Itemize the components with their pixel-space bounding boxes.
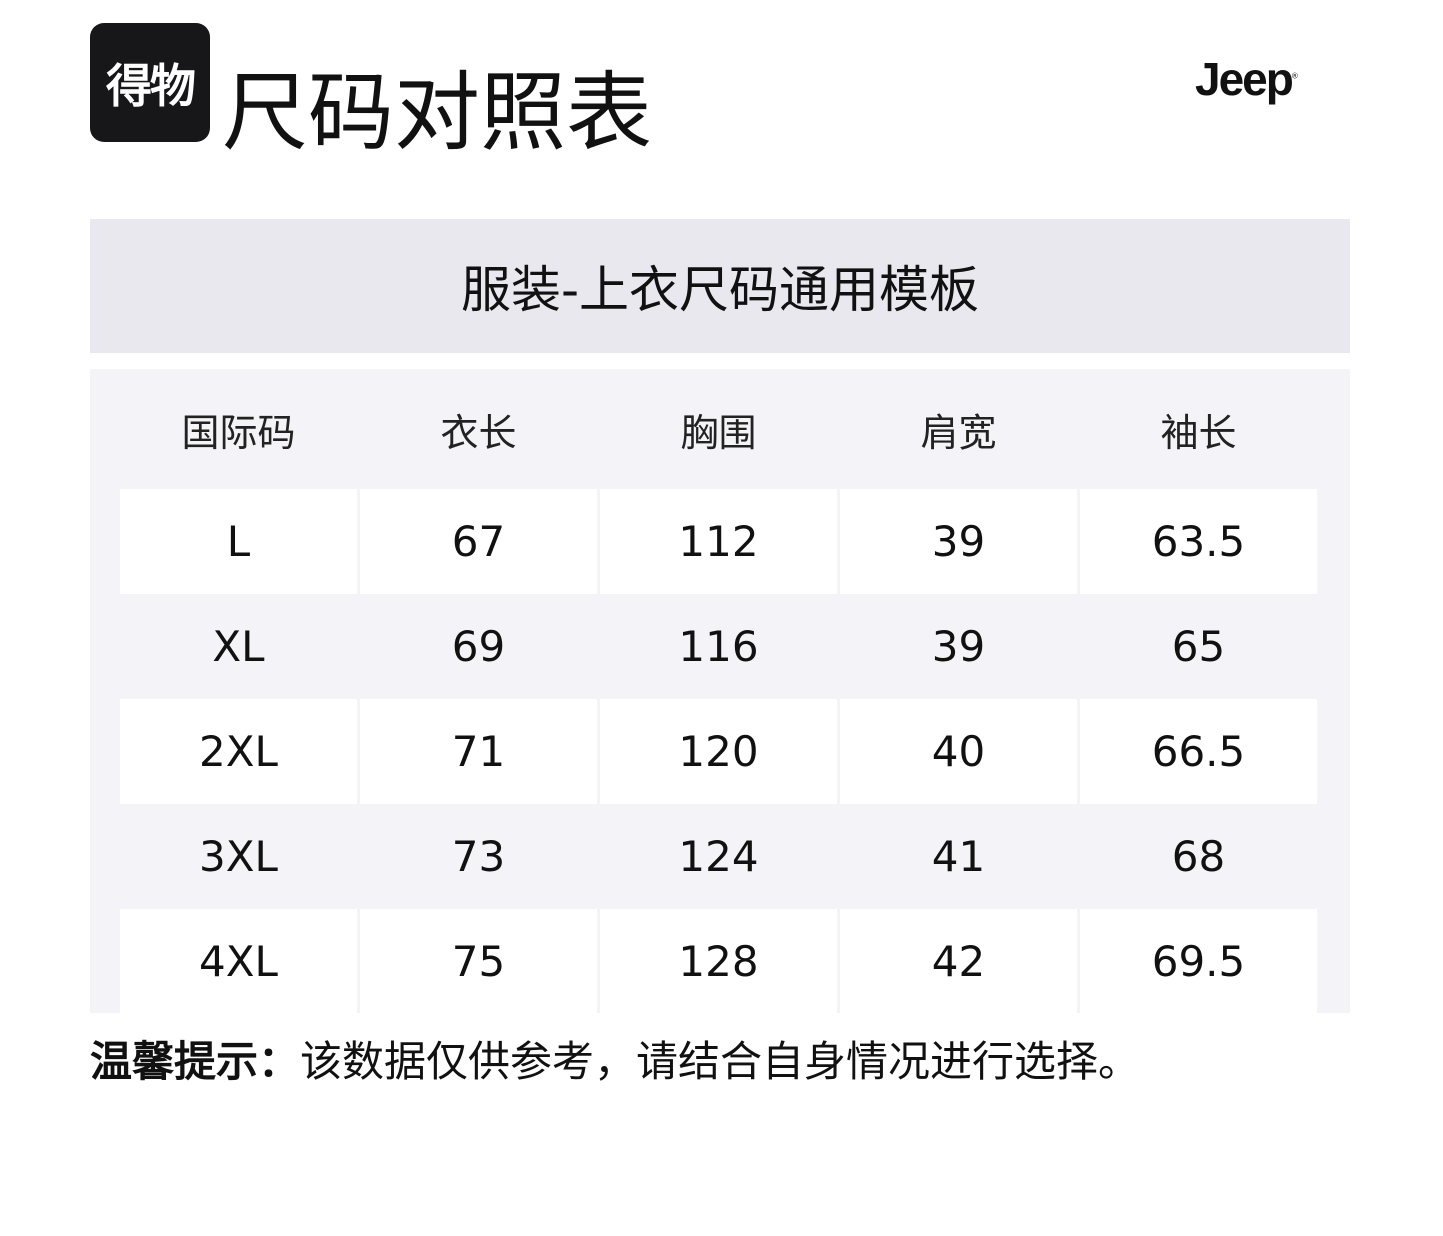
measure-cell: 73 bbox=[451, 832, 506, 881]
logo-text: 得物 bbox=[106, 58, 196, 113]
page-title: 尺码对照表 bbox=[222, 63, 652, 163]
size-cell: 4XL bbox=[120, 909, 357, 1013]
column-header: 胸围 bbox=[680, 410, 757, 455]
size-cell: 2XL bbox=[120, 699, 357, 804]
measure-cell: 65 bbox=[1171, 622, 1226, 671]
table-row: 3XL 73 124 41 68 bbox=[120, 804, 1317, 909]
table-row: 2XL 71 120 40 66.5 bbox=[120, 699, 1317, 804]
tip-text: 该数据仅供参考，请结合自身情况进行选择。 bbox=[300, 1037, 1141, 1086]
brand-logo: Jeep® bbox=[1195, 52, 1298, 106]
tip-label: 温馨提示： bbox=[90, 1037, 301, 1086]
table-row: 4XL 75 128 42 69.5 bbox=[120, 909, 1317, 1013]
measure-cell: 39 bbox=[931, 622, 986, 671]
measure-cell: 69 bbox=[451, 622, 506, 671]
column-header: 袖长 bbox=[1160, 410, 1237, 455]
dewu-logo: 得物 bbox=[90, 23, 210, 142]
measure-cell: 69.5 bbox=[1080, 909, 1317, 1013]
table-row: L 67 112 39 63.5 bbox=[120, 489, 1317, 594]
table-header-row: 国际码 衣长 胸围 肩宽 袖长 bbox=[120, 369, 1317, 489]
measure-cell: 68 bbox=[1171, 832, 1226, 881]
measure-cell: 42 bbox=[840, 909, 1077, 1013]
size-cell: 3XL bbox=[199, 832, 278, 881]
brand-name: Jeep bbox=[1195, 53, 1294, 105]
column-header: 衣长 bbox=[440, 410, 517, 455]
measure-cell: 112 bbox=[600, 489, 837, 594]
column-header: 国际码 bbox=[181, 410, 296, 455]
measure-cell: 75 bbox=[360, 909, 597, 1013]
measure-cell: 116 bbox=[678, 622, 759, 671]
table-row: XL 69 116 39 65 bbox=[120, 594, 1317, 699]
measure-cell: 128 bbox=[600, 909, 837, 1013]
column-header: 肩宽 bbox=[920, 410, 997, 455]
size-cell: XL bbox=[212, 622, 265, 671]
measure-cell: 40 bbox=[840, 699, 1077, 804]
registered-mark: ® bbox=[1291, 71, 1298, 81]
size-table: 国际码 衣长 胸围 肩宽 袖长 L 67 112 39 63.5 XL 69 116 39 65 2XL 71… bbox=[90, 369, 1350, 1013]
table-caption: 服装-上衣尺码通用模板 bbox=[90, 219, 1350, 353]
measure-cell: 39 bbox=[840, 489, 1077, 594]
measure-cell: 63.5 bbox=[1080, 489, 1317, 594]
measure-cell: 66.5 bbox=[1080, 699, 1317, 804]
measure-cell: 67 bbox=[360, 489, 597, 594]
measure-cell: 41 bbox=[931, 832, 986, 881]
measure-cell: 71 bbox=[360, 699, 597, 804]
measure-cell: 120 bbox=[600, 699, 837, 804]
size-cell: L bbox=[120, 489, 357, 594]
measure-cell: 124 bbox=[678, 832, 759, 881]
tip-note: 温馨提示：该数据仅供参考，请结合自身情况进行选择。 bbox=[90, 1033, 1140, 1091]
